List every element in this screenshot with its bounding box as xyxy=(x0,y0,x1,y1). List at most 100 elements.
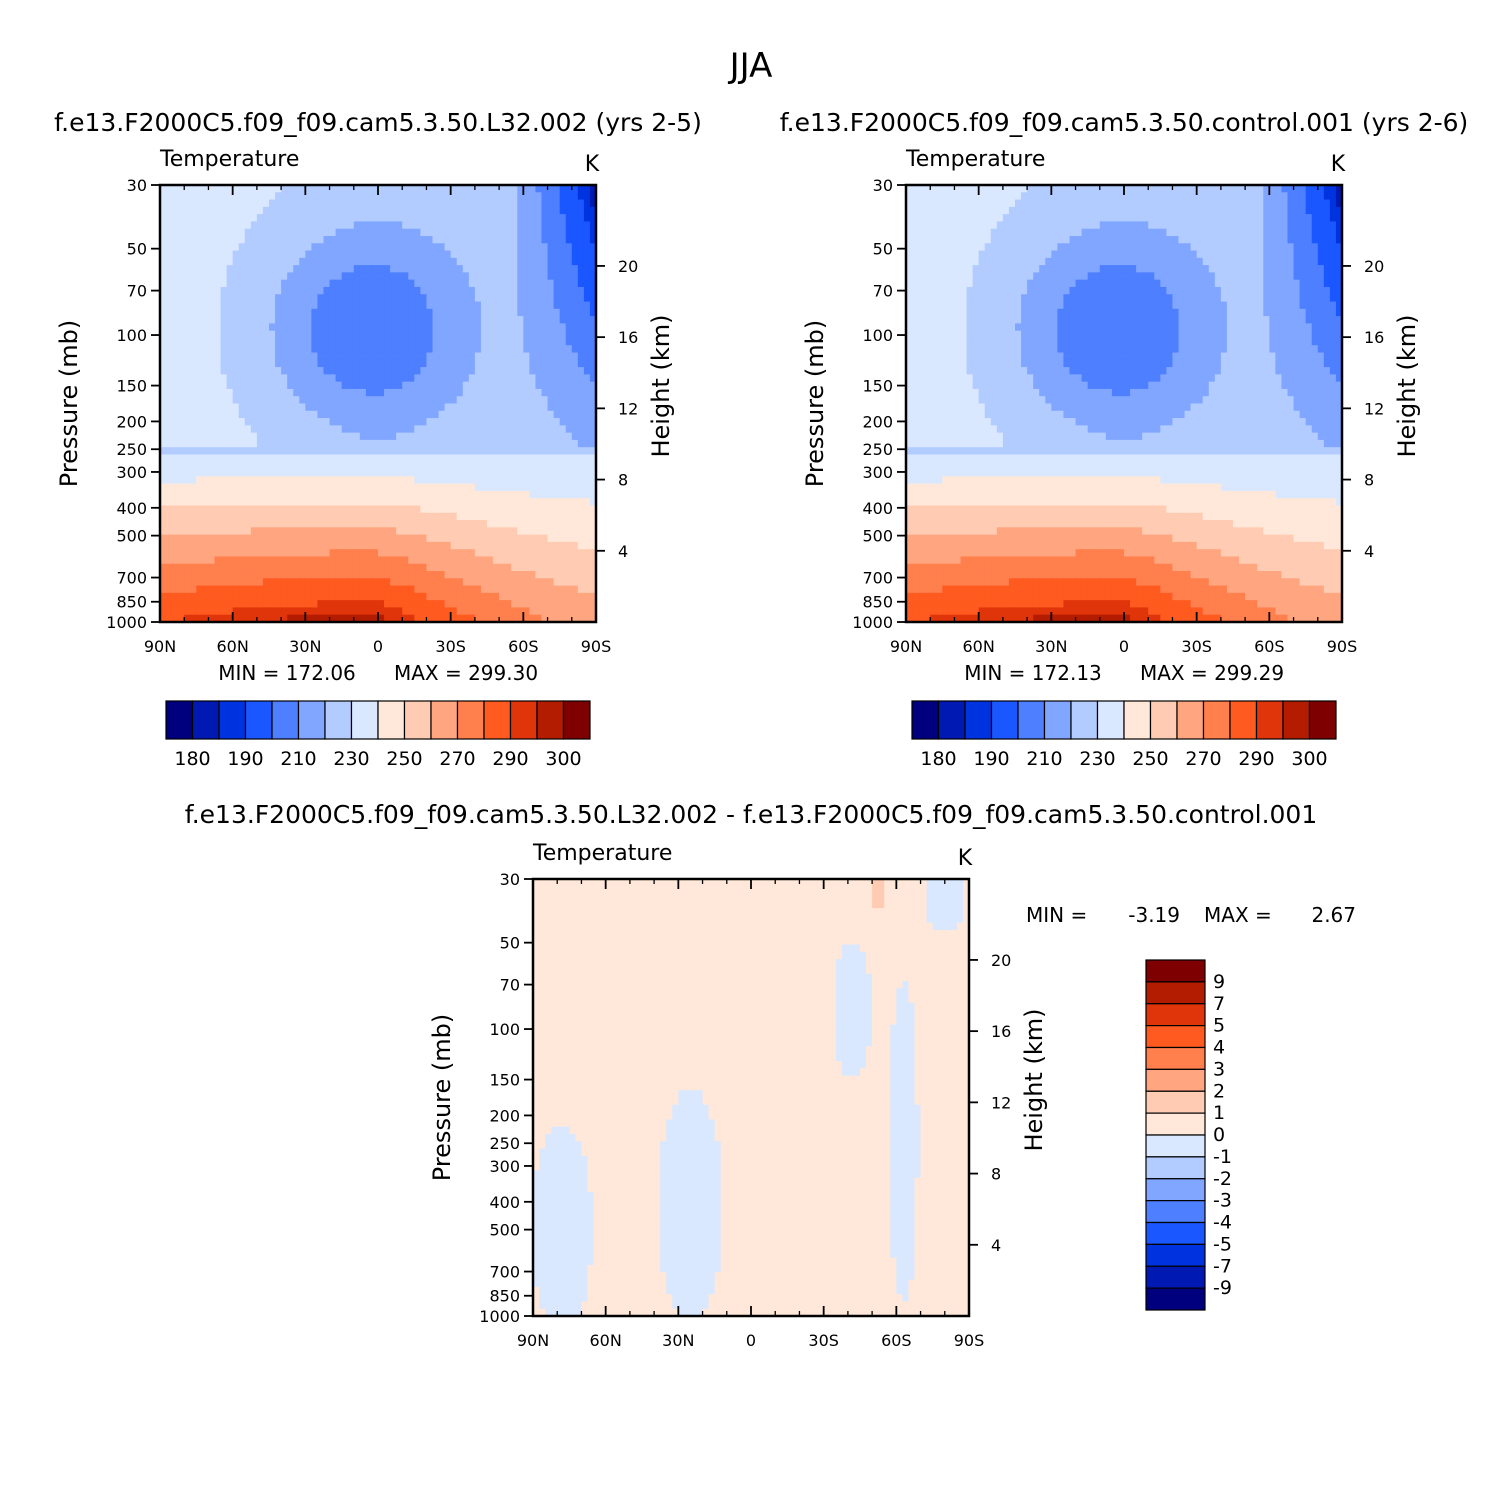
field-cell xyxy=(438,374,446,383)
field-cell xyxy=(462,250,470,259)
field-cell xyxy=(390,469,397,477)
field-cell xyxy=(517,418,524,426)
field-cell xyxy=(577,352,585,361)
field-cell xyxy=(238,607,246,616)
field-cell xyxy=(256,571,264,579)
field-cell xyxy=(571,549,579,558)
field-cell xyxy=(1027,221,1034,230)
field-cell xyxy=(335,243,343,252)
field-cell xyxy=(1311,214,1319,223)
field-cell xyxy=(214,476,222,485)
field-cell xyxy=(1233,228,1240,237)
field-cell xyxy=(384,396,391,405)
field-cell xyxy=(293,214,300,223)
field-cell xyxy=(347,294,355,303)
field-cell xyxy=(299,520,306,528)
field-cell xyxy=(190,388,197,397)
field-cell xyxy=(1015,221,1022,230)
field-cell xyxy=(468,257,476,266)
field-cell xyxy=(474,556,482,565)
field-cell xyxy=(1287,221,1295,230)
field-cell xyxy=(390,286,397,295)
field-cell xyxy=(408,330,415,339)
field-cell xyxy=(456,388,464,397)
field-cell xyxy=(535,454,543,463)
field-cell xyxy=(456,330,464,339)
field-cell xyxy=(565,323,573,332)
field-cell xyxy=(1105,199,1113,208)
field-cell xyxy=(269,243,276,252)
field-cell xyxy=(420,549,428,558)
field-cell xyxy=(299,286,306,295)
field-cell xyxy=(341,359,349,368)
field-cell xyxy=(559,520,567,528)
field-cell xyxy=(214,418,222,426)
field-cell xyxy=(178,498,185,507)
field-cell xyxy=(1184,221,1192,230)
field-cell xyxy=(226,214,234,223)
field-cell xyxy=(208,367,216,375)
field-cell xyxy=(166,345,173,354)
field-cell xyxy=(541,614,549,623)
field-cell xyxy=(547,432,555,441)
field-cell xyxy=(444,439,452,448)
field-cell xyxy=(256,403,264,412)
field-cell xyxy=(529,410,537,419)
field-cell xyxy=(402,505,409,514)
field-cell xyxy=(936,235,943,244)
field-cell xyxy=(220,301,228,310)
field-cell xyxy=(529,257,537,266)
field-cell xyxy=(541,498,549,507)
field-cell xyxy=(353,461,361,470)
field-cell xyxy=(505,352,512,361)
field-cell xyxy=(577,505,585,514)
field-cell xyxy=(378,367,385,375)
field-cell xyxy=(329,563,337,572)
field-cell xyxy=(438,505,446,514)
field-cell xyxy=(474,498,482,507)
field-cell xyxy=(365,476,373,485)
field-cell xyxy=(559,432,567,441)
field-cell xyxy=(450,490,458,499)
field-cell xyxy=(402,381,409,390)
field-cell xyxy=(178,600,185,609)
field-cell xyxy=(293,381,300,390)
field-cell xyxy=(529,425,537,434)
field-cell xyxy=(323,265,331,273)
field-cell xyxy=(353,476,361,485)
field-cell xyxy=(287,345,294,354)
field-cell xyxy=(1111,185,1119,193)
field-cell xyxy=(468,498,476,507)
field-cell xyxy=(335,498,343,507)
field-cell xyxy=(1057,214,1065,223)
field-cell xyxy=(990,192,998,201)
field-cell xyxy=(456,505,464,514)
field-cell xyxy=(359,600,367,609)
field-cell xyxy=(208,534,216,543)
field-cell xyxy=(311,345,319,354)
field-cell xyxy=(583,359,591,368)
field-cell xyxy=(262,286,270,295)
field-cell xyxy=(493,214,500,223)
field-cell xyxy=(541,257,549,266)
field-cell xyxy=(547,571,555,579)
field-cell xyxy=(269,571,276,579)
field-cell xyxy=(299,527,306,536)
field-cell xyxy=(517,520,524,528)
field-cell xyxy=(1002,214,1010,223)
field-cell xyxy=(166,432,173,441)
field-cell xyxy=(269,337,276,346)
field-cell xyxy=(517,432,524,441)
field-cell xyxy=(474,490,482,499)
field-cell xyxy=(408,418,415,426)
field-cell xyxy=(226,323,234,332)
field-cell xyxy=(329,337,337,346)
field-cell xyxy=(505,476,512,485)
field-cell xyxy=(250,403,258,412)
field-cell xyxy=(535,556,543,565)
field-cell xyxy=(402,294,409,303)
field-cell xyxy=(305,490,312,499)
field-cell xyxy=(396,235,403,244)
field-cell xyxy=(226,250,234,259)
field-cell xyxy=(1111,206,1119,215)
